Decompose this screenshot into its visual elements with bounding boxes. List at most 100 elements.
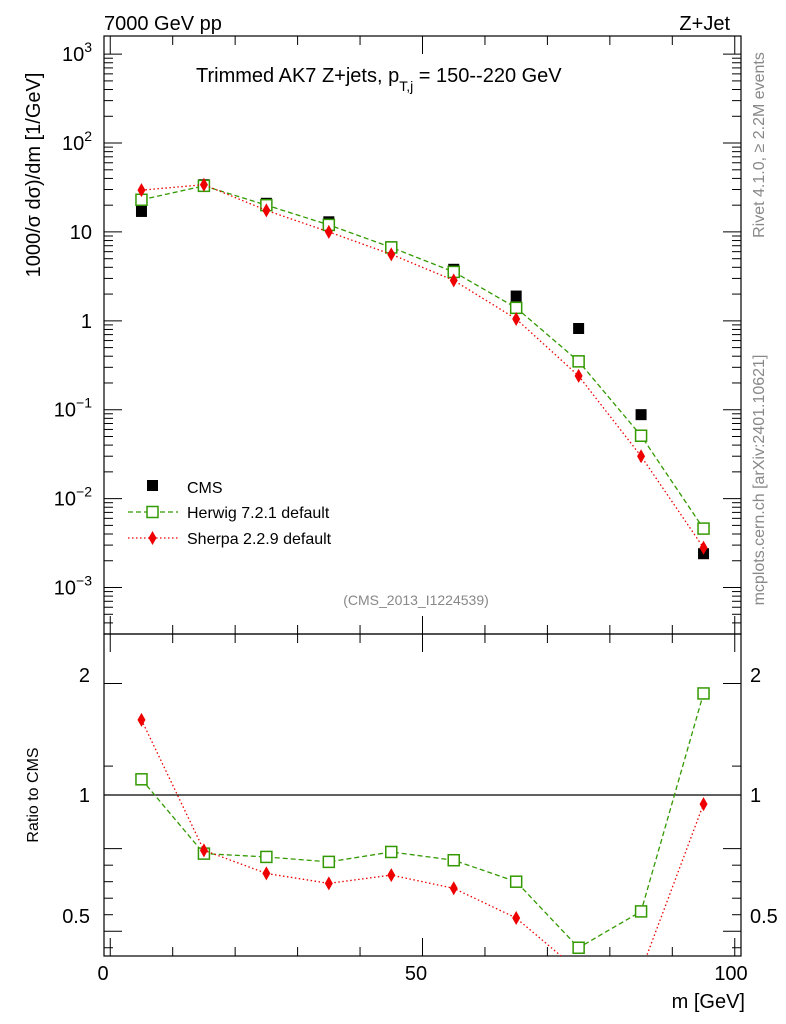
chart-title-subscript: T,j bbox=[399, 78, 413, 94]
legend-item-herwig: Herwig 7.2.1 default bbox=[128, 505, 330, 522]
data-point-herwig bbox=[697, 522, 710, 535]
main-series bbox=[135, 177, 710, 560]
main-ytick-label: 10−1 bbox=[54, 395, 92, 422]
ratio-point-sherpa bbox=[575, 964, 583, 978]
ratio-point-sherpa bbox=[512, 911, 521, 926]
data-point-sherpa bbox=[449, 273, 458, 288]
ratio-point-herwig bbox=[697, 687, 710, 700]
ratio-ytick-label-right-1: 1 bbox=[750, 785, 761, 807]
ratio-point-herwig bbox=[385, 845, 398, 859]
ratio-y-axis-label: Ratio to CMS bbox=[25, 747, 42, 842]
main-ytick-label: 10−2 bbox=[54, 484, 92, 511]
ratio-ytick-label-right-0-5: 0.5 bbox=[750, 906, 778, 928]
ratio-point-herwig bbox=[634, 905, 648, 918]
legend: CMS Herwig 7.2.1 default Sherpa 2.2.9 de… bbox=[128, 480, 332, 548]
main-ytick-label: 10 bbox=[70, 222, 92, 244]
legend-cms-marker bbox=[147, 480, 158, 491]
main-ytick-label-exponent: 2 bbox=[84, 128, 92, 144]
data-point-sherpa bbox=[574, 368, 583, 383]
main-ytick-label-exponent: −3 bbox=[76, 573, 92, 589]
main-ytick-label-exponent: −1 bbox=[76, 395, 92, 411]
main-ytick-label: 103 bbox=[62, 39, 92, 66]
legend-item-cms: CMS bbox=[147, 480, 223, 497]
data-point-herwig bbox=[572, 355, 585, 368]
ratio-axis-ticks bbox=[104, 634, 741, 956]
ratio-point-sherpa bbox=[262, 866, 271, 881]
main-ytick-label: 1 bbox=[81, 311, 92, 333]
main-ytick-label: 102 bbox=[62, 128, 92, 155]
series-line-herwig bbox=[141, 185, 705, 529]
legend-item-sherpa: Sherpa 2.2.9 default bbox=[128, 531, 332, 548]
data-point-cms bbox=[510, 290, 522, 302]
data-point-sherpa bbox=[262, 203, 271, 218]
main-ytick-label-base: 10 bbox=[54, 578, 76, 600]
series-line-sherpa bbox=[141, 184, 705, 549]
ratio-series bbox=[135, 687, 710, 978]
main-ytick-label-exponent: −2 bbox=[76, 484, 92, 500]
main-ytick-label-base: 10 bbox=[70, 222, 92, 244]
main-ytick-label-base: 10 bbox=[62, 133, 84, 155]
ratio-point-herwig bbox=[572, 941, 585, 954]
data-point-sherpa bbox=[137, 183, 146, 198]
energy-label: 7000 GeV pp bbox=[104, 13, 222, 35]
ratio-point-herwig bbox=[135, 773, 148, 786]
legend-herwig-marker bbox=[146, 505, 159, 519]
legend-sherpa-marker bbox=[148, 531, 157, 545]
xtick-label-50: 50 bbox=[405, 963, 427, 985]
ratio-point-sherpa bbox=[324, 876, 333, 891]
ratio-point-herwig bbox=[509, 875, 523, 888]
data-point-herwig bbox=[509, 301, 523, 315]
series-cms bbox=[135, 179, 710, 560]
chart-title-main: Trimmed AK7 Z+jets, p bbox=[196, 65, 399, 87]
main-axis-ticks bbox=[104, 36, 741, 635]
data-point-herwig bbox=[634, 429, 648, 442]
data-point-cms bbox=[573, 322, 585, 334]
ratio-ytick-label-1: 1 bbox=[79, 785, 90, 807]
ratio-point-sherpa bbox=[137, 712, 146, 727]
data-point-sherpa bbox=[199, 177, 208, 192]
legend-cms-label: CMS bbox=[187, 480, 223, 497]
ratio-point-herwig bbox=[322, 855, 336, 869]
main-ytick-label-base: 1 bbox=[81, 311, 92, 333]
legend-sherpa-label: Sherpa 2.2.9 default bbox=[187, 531, 332, 548]
ratio-series-sherpa bbox=[137, 712, 708, 978]
series-sherpa bbox=[137, 177, 708, 555]
main-y-axis-label: 1000/σ dσ)/dm [1/GeV] bbox=[23, 73, 45, 278]
main-ytick-label: 10−3 bbox=[54, 573, 92, 600]
chart-title-tail: = 150--220 GeV bbox=[413, 65, 562, 87]
ratio-ytick-label-2: 2 bbox=[79, 665, 90, 687]
chart-title: Trimmed AK7 Z+jets, pT,j = 150--220 GeV bbox=[196, 65, 562, 94]
data-point-sherpa bbox=[512, 311, 521, 326]
main-ytick-label-base: 10 bbox=[62, 44, 84, 66]
ratio-panel: 2 1 0.5 2 1 0.5 Ratio to CMS 0 50 100 m … bbox=[25, 633, 778, 1013]
ratio-point-sherpa bbox=[387, 868, 396, 883]
data-point-sherpa bbox=[637, 449, 646, 464]
main-ytick-label-base: 10 bbox=[54, 489, 76, 511]
ratio-line-herwig bbox=[140, 693, 705, 949]
ratio-series-herwig bbox=[135, 687, 710, 954]
ratio-line-sherpa bbox=[140, 719, 705, 956]
ratio-point-herwig bbox=[260, 850, 273, 864]
ratio-point-sherpa bbox=[449, 881, 458, 896]
ratio-point-herwig bbox=[447, 853, 460, 867]
data-point-sherpa bbox=[324, 224, 333, 239]
xtick-label-0: 0 bbox=[97, 963, 108, 985]
ratio-point-sherpa bbox=[199, 843, 208, 858]
process-label: Z+Jet bbox=[679, 13, 730, 35]
ratio-ytick-label-right-2: 2 bbox=[750, 665, 761, 687]
legend-herwig-label: Herwig 7.2.1 default bbox=[187, 505, 330, 522]
mcplots-label: mcplots.cern.ch [arXiv:2401.10621] bbox=[751, 355, 768, 606]
analysis-watermark: (CMS_2013_I1224539) bbox=[343, 592, 489, 608]
data-point-cms bbox=[635, 409, 647, 421]
main-ytick-label-exponent: 3 bbox=[84, 39, 92, 55]
x-axis-label: m [GeV] bbox=[672, 991, 745, 1013]
data-point-sherpa bbox=[699, 540, 708, 555]
data-point-cms bbox=[135, 205, 147, 217]
data-point-sherpa bbox=[387, 247, 396, 262]
main-ytick-label-base: 10 bbox=[54, 400, 76, 422]
ratio-ytick-label-0-5: 0.5 bbox=[62, 906, 90, 928]
ratio-point-sherpa bbox=[699, 797, 708, 812]
